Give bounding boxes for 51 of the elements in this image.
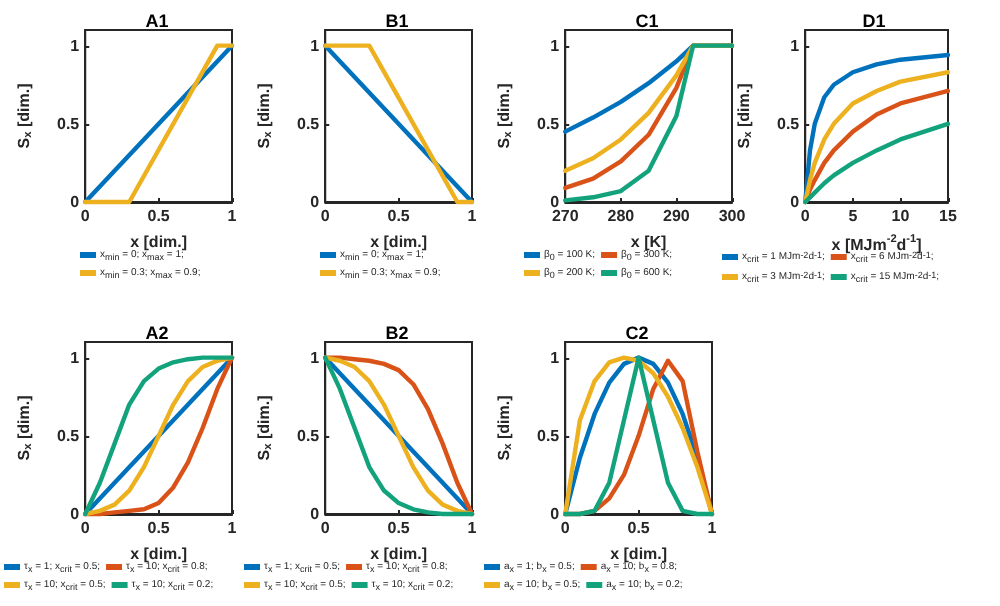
x-axis-title: x [dim.] — [370, 232, 428, 251]
chart-title: A2 — [145, 323, 169, 343]
x-tick-label: 280 — [607, 207, 636, 225]
x-axis-title: x [dim.] — [370, 544, 428, 563]
x-tick-label: 1 — [707, 519, 718, 537]
y-tick-label: 1 — [550, 36, 561, 55]
x-axis-title: x [dim.] — [610, 544, 668, 563]
y-tick-label: 1 — [70, 36, 81, 55]
y-tick-label: 0 — [70, 193, 81, 211]
y-tick-label: 0 — [310, 505, 321, 523]
x-tick-label: 290 — [663, 207, 691, 225]
x-tick-label: 10 — [891, 207, 911, 225]
x-tick-label: 0.5 — [387, 519, 411, 537]
y-tick-label: 0 — [550, 505, 561, 523]
x-tick-label: 0.5 — [147, 207, 171, 225]
y-tick-label: 0.5 — [536, 426, 561, 445]
y-tick-label: 0.5 — [776, 114, 801, 133]
y-tick-label: 1 — [310, 36, 321, 55]
x-tick-label: 1 — [227, 207, 238, 225]
x-tick-label: 15 — [939, 207, 958, 225]
chart-title: B1 — [385, 11, 409, 31]
y-tick-label: 1 — [790, 36, 801, 55]
x-tick-label: 0.5 — [387, 207, 411, 225]
x-tick-label: 5 — [848, 207, 859, 225]
x-tick-label: 1 — [227, 519, 238, 537]
chart-title: C1 — [635, 11, 659, 31]
y-tick-label: 0.5 — [56, 426, 81, 445]
x-tick-label: 300 — [718, 207, 747, 225]
x-tick-label: 1 — [467, 207, 478, 225]
y-tick-label: 0.5 — [296, 114, 321, 133]
x-axis-title: x [dim.] — [130, 544, 188, 563]
y-tick-label: 0.5 — [536, 114, 561, 133]
y-tick-label: 0 — [70, 505, 81, 523]
y-tick-label: 0.5 — [56, 114, 81, 133]
y-tick-label: 1 — [310, 348, 321, 367]
y-tick-label: 0 — [550, 193, 561, 211]
y-tick-label: 0 — [790, 193, 801, 211]
chart-title: D1 — [862, 11, 886, 31]
chart-title: A1 — [145, 11, 169, 31]
chart-title: B2 — [385, 323, 409, 343]
y-tick-label: 0 — [310, 193, 321, 211]
x-tick-label: 0.5 — [147, 519, 171, 537]
x-axis-title: x [dim.] — [130, 232, 188, 251]
x-tick-label: 1 — [467, 519, 478, 537]
x-axis-title: x [K] — [630, 232, 668, 251]
x-tick-label: 270 — [551, 207, 580, 225]
y-tick-label: 1 — [70, 348, 81, 367]
x-tick-label: 0.5 — [627, 519, 651, 537]
y-tick-label: 0.5 — [296, 426, 321, 445]
chart-title: C2 — [625, 323, 649, 343]
y-tick-label: 1 — [550, 348, 561, 367]
